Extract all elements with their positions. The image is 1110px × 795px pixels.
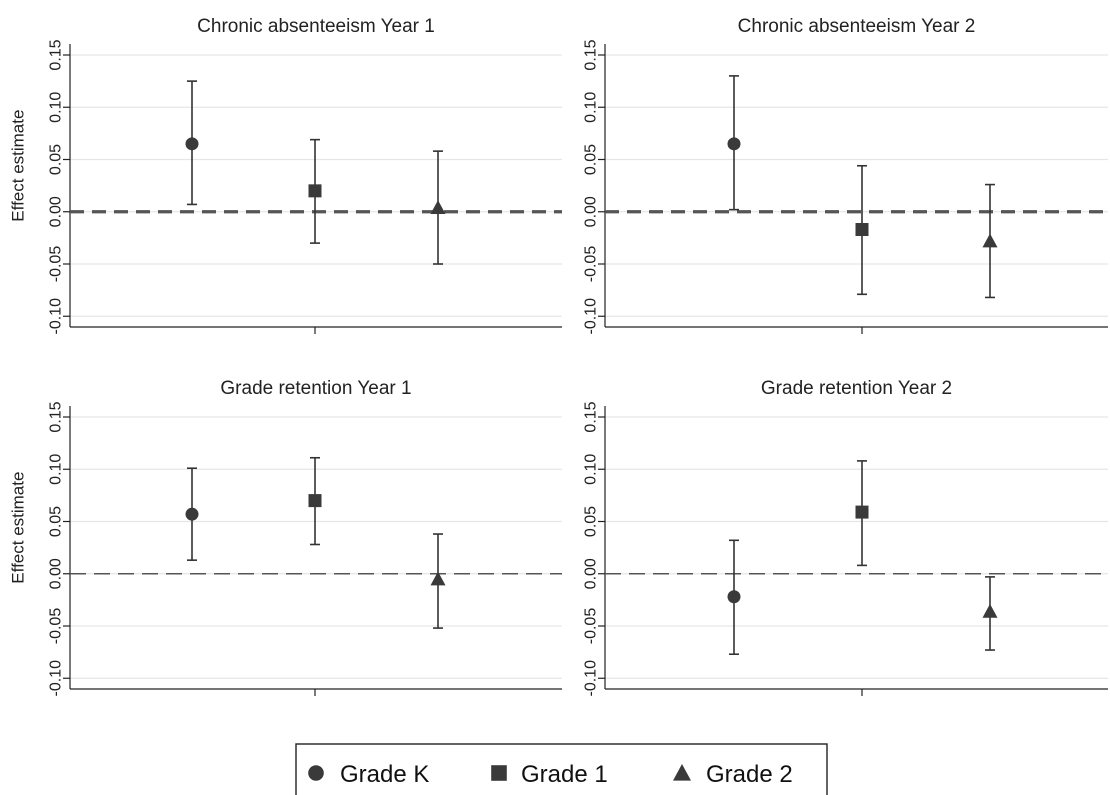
y-tick-label: 0.00 (48, 558, 65, 589)
point-estimate (430, 200, 446, 214)
y-tick-label: -0.05 (48, 608, 65, 645)
y-tick-label: 0.15 (48, 39, 65, 70)
panel-1: Chronic absenteeism Year 1 -0.10 -0.05 0.00… (9, 16, 562, 335)
point-estimate (727, 137, 741, 151)
point-estimate (727, 590, 741, 604)
y-tick-label: -0.10 (583, 298, 600, 335)
panel-title: Grade retention Year 2 (761, 378, 952, 399)
square-icon (491, 765, 507, 781)
panel-2: Chronic absenteeism Year 2 -0.10 -0.05 0.00… (583, 16, 1108, 335)
y-tick-label: 0.10 (48, 454, 65, 485)
legend-label: Grade 1 (521, 761, 608, 788)
y-tick-label: 0.05 (583, 144, 600, 175)
panel-title: Chronic absenteeism Year 2 (738, 16, 976, 37)
y-tick-label: -0.10 (48, 660, 65, 697)
point-estimate (855, 223, 869, 237)
point-estimate (982, 233, 998, 248)
y-axis-title: Effect estimate (9, 110, 28, 222)
y-tick-label: -0.10 (583, 660, 600, 697)
panel-title: Grade retention Year 1 (220, 378, 411, 399)
point-estimate (185, 137, 199, 151)
y-tick-label: 0.10 (583, 92, 600, 123)
panel-title: Chronic absenteeism Year 1 (197, 16, 435, 37)
y-tick-label: 0.05 (48, 506, 65, 537)
point-estimate (982, 603, 998, 618)
circle-icon (308, 765, 324, 781)
y-tick-label: 0.15 (48, 401, 65, 432)
y-tick-label: 0.00 (583, 196, 600, 227)
point-estimate (430, 571, 446, 586)
point-estimate (308, 184, 322, 198)
y-tick-label: -0.05 (48, 246, 65, 283)
y-tick-label: 0.10 (583, 454, 600, 485)
y-tick-label: 0.05 (583, 506, 600, 537)
point-estimate (185, 507, 199, 521)
y-tick-label: 0.15 (583, 401, 600, 432)
legend: Grade K Grade 1 Grade 2 (295, 743, 828, 795)
triangle-icon (673, 764, 691, 781)
panel-4: Grade retention Year 2 -0.10 -0.05 0.00 0.05… (583, 378, 1108, 697)
y-tick-label: -0.05 (583, 246, 600, 283)
y-tick-label: -0.10 (48, 298, 65, 335)
y-axis-title: Effect estimate (9, 472, 28, 584)
legend-label: Grade K (340, 761, 429, 788)
y-tick-label: 0.15 (583, 39, 600, 70)
y-tick-label: 0.10 (48, 92, 65, 123)
y-tick-label: 0.00 (583, 558, 600, 589)
point-estimate (855, 505, 869, 519)
y-tick-label: 0.00 (48, 196, 65, 227)
panel-3: Grade retention Year 1 -0.10 -0.05 0.00 0.05… (9, 378, 562, 697)
y-tick-label: -0.05 (583, 608, 600, 645)
legend-box (295, 743, 828, 795)
legend-label: Grade 2 (706, 761, 793, 788)
y-tick-label: 0.05 (48, 144, 65, 175)
point-estimate (308, 494, 322, 508)
